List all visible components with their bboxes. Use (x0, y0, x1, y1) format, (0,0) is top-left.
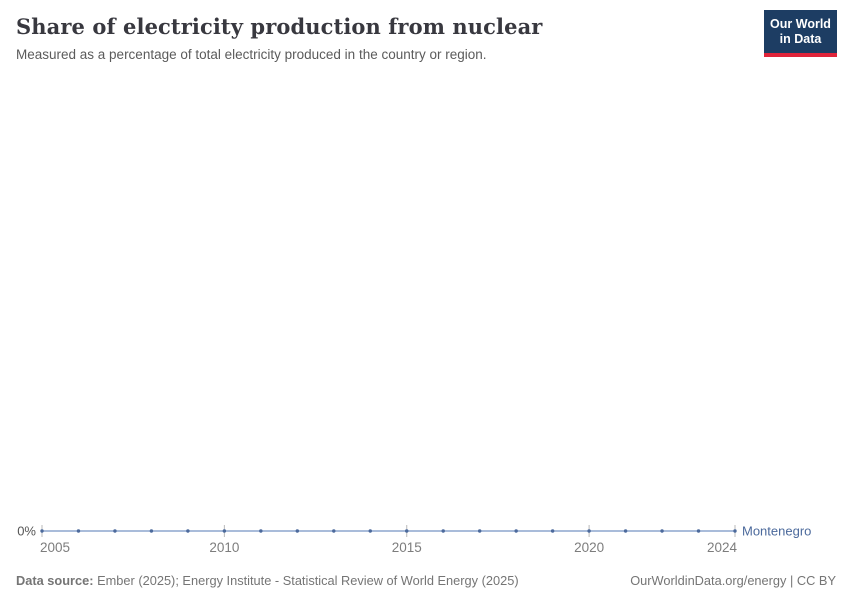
line-chart[interactable]: 0% 2005 2010 2015 2020 2024 Montenegro (0, 500, 850, 562)
data-point[interactable] (40, 529, 44, 533)
x-axis-label: 2024 (707, 540, 738, 555)
chart-subtitle: Measured as a percentage of total electr… (16, 47, 487, 62)
data-point[interactable] (587, 529, 591, 533)
data-point[interactable] (733, 529, 737, 533)
data-point[interactable] (368, 529, 372, 533)
x-axis-label: 2015 (392, 540, 422, 555)
y-axis-label-0: 0% (17, 524, 36, 539)
data-source-note: Data source: Ember (2025); Energy Instit… (16, 573, 519, 588)
data-point[interactable] (222, 529, 227, 533)
data-point[interactable] (696, 529, 701, 533)
data-point[interactable] (623, 529, 628, 533)
owid-logo-line1: Our World (770, 16, 831, 31)
data-point[interactable] (113, 529, 117, 533)
data-source-label: Data source: (16, 573, 94, 588)
license-note[interactable]: OurWorldinData.org/energy | CC BY (630, 573, 836, 588)
data-point[interactable] (550, 529, 555, 533)
data-point[interactable] (259, 529, 263, 533)
data-point[interactable] (441, 529, 445, 533)
chart-title: Share of electricity production from nuc… (16, 14, 543, 39)
data-point[interactable] (405, 529, 409, 533)
data-point[interactable] (332, 529, 336, 533)
data-source-text: Ember (2025); Energy Institute - Statist… (93, 573, 519, 588)
entity-label[interactable]: Montenegro (742, 524, 811, 539)
owid-logo-line2: in Data (779, 31, 822, 46)
x-axis-label: 2005 (40, 540, 70, 555)
data-point[interactable] (76, 529, 81, 533)
data-point[interactable] (477, 529, 482, 533)
data-point[interactable] (295, 529, 300, 533)
data-point[interactable] (514, 529, 518, 533)
x-axis-label: 2020 (574, 540, 604, 555)
x-axis-label: 2010 (209, 540, 239, 555)
data-point[interactable] (186, 529, 190, 533)
owid-logo[interactable]: Our World in Data (764, 10, 837, 57)
data-point[interactable] (660, 529, 664, 533)
chart-header: Share of electricity production from nuc… (16, 14, 746, 62)
data-point[interactable] (149, 529, 154, 533)
chart-footer: Data source: Ember (2025); Energy Instit… (16, 573, 836, 588)
